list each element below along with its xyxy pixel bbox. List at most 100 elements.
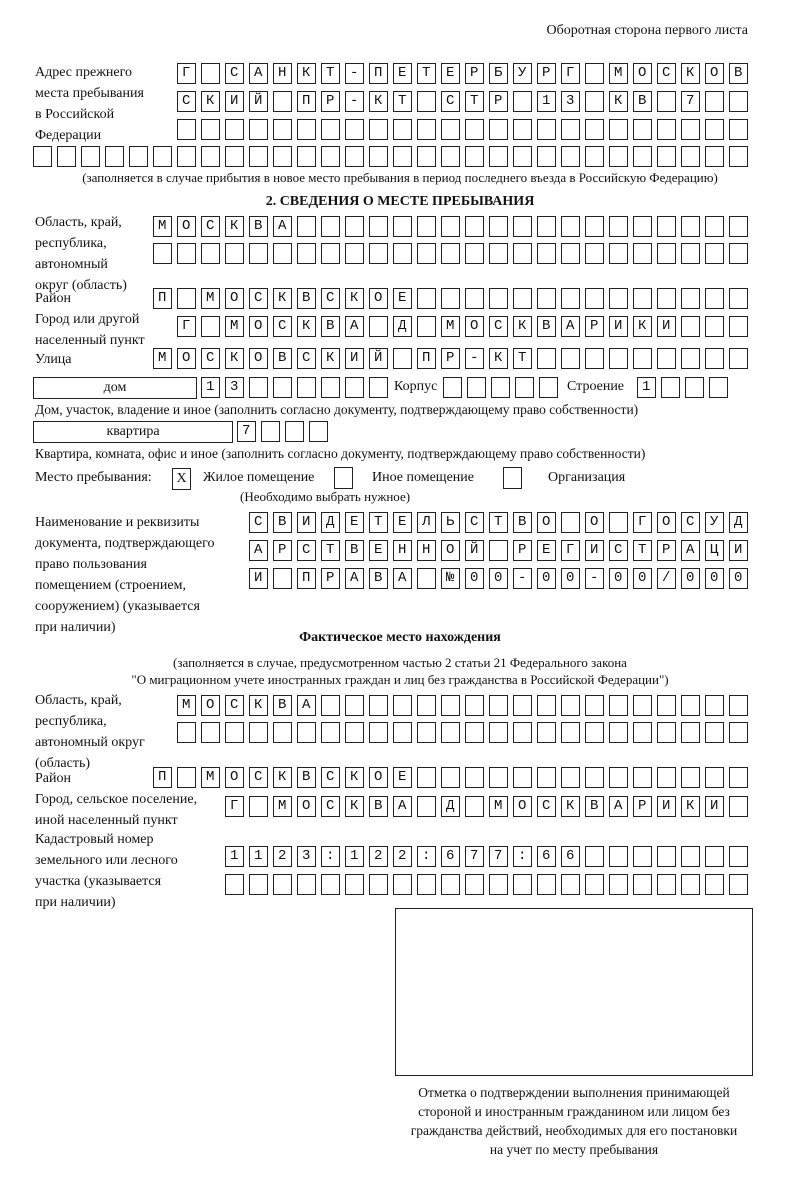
- char-cell[interactable]: [539, 377, 558, 398]
- char-cell[interactable]: [489, 540, 508, 561]
- char-cell[interactable]: [393, 540, 412, 561]
- char-cell[interactable]: [537, 288, 556, 309]
- char-cell[interactable]: [465, 767, 484, 788]
- char-cell[interactable]: [561, 695, 580, 716]
- char-cell[interactable]: [465, 91, 484, 112]
- char-cell[interactable]: [705, 874, 724, 895]
- char-cell[interactable]: [633, 695, 652, 716]
- char-cell[interactable]: [729, 119, 748, 140]
- char-cell[interactable]: [585, 722, 604, 743]
- char-cell[interactable]: [369, 119, 388, 140]
- char-cell[interactable]: [417, 767, 436, 788]
- char-cell[interactable]: [489, 568, 508, 589]
- char-cell[interactable]: [681, 568, 700, 589]
- char-cell[interactable]: [489, 63, 508, 84]
- char-cell[interactable]: [609, 568, 628, 589]
- char-cell[interactable]: [585, 695, 604, 716]
- char-cell[interactable]: [417, 288, 436, 309]
- char-cell[interactable]: [633, 348, 652, 369]
- char-cell[interactable]: [129, 146, 148, 167]
- char-cell[interactable]: [537, 316, 556, 337]
- char-cell[interactable]: [537, 63, 556, 84]
- char-cell[interactable]: [273, 722, 292, 743]
- char-cell[interactable]: [201, 722, 220, 743]
- char-cell[interactable]: [537, 568, 556, 589]
- char-cell[interactable]: [285, 421, 304, 442]
- char-cell[interactable]: [441, 243, 460, 264]
- char-cell[interactable]: [345, 146, 364, 167]
- char-cell[interactable]: [153, 146, 172, 167]
- char-cell[interactable]: [513, 874, 532, 895]
- char-cell[interactable]: [393, 316, 412, 337]
- char-cell[interactable]: [729, 146, 748, 167]
- char-cell[interactable]: [657, 119, 676, 140]
- char-cell[interactable]: [681, 767, 700, 788]
- char-cell[interactable]: [417, 568, 436, 589]
- char-cell[interactable]: [345, 288, 364, 309]
- char-cell[interactable]: [513, 722, 532, 743]
- char-cell[interactable]: [709, 377, 728, 398]
- char-cell[interactable]: [661, 377, 680, 398]
- char-cell[interactable]: [309, 421, 328, 442]
- char-cell[interactable]: [201, 288, 220, 309]
- char-cell[interactable]: [561, 512, 580, 533]
- char-cell[interactable]: [297, 722, 316, 743]
- char-cell[interactable]: [369, 91, 388, 112]
- char-cell[interactable]: [297, 288, 316, 309]
- char-cell[interactable]: [201, 146, 220, 167]
- char-cell[interactable]: [585, 348, 604, 369]
- char-cell[interactable]: [297, 348, 316, 369]
- char-cell[interactable]: [249, 316, 268, 337]
- char-cell[interactable]: [441, 119, 460, 140]
- char-cell[interactable]: [297, 874, 316, 895]
- char-cell[interactable]: [369, 243, 388, 264]
- char-cell[interactable]: [273, 540, 292, 561]
- char-cell[interactable]: [515, 377, 534, 398]
- char-cell[interactable]: [57, 146, 76, 167]
- char-cell[interactable]: [705, 316, 724, 337]
- char-cell[interactable]: [561, 846, 580, 867]
- char-cell[interactable]: [225, 846, 244, 867]
- char-cell[interactable]: [729, 63, 748, 84]
- char-cell[interactable]: [443, 377, 462, 398]
- char-cell[interactable]: [345, 243, 364, 264]
- char-cell[interactable]: [393, 568, 412, 589]
- char-cell[interactable]: [705, 767, 724, 788]
- char-cell[interactable]: [249, 874, 268, 895]
- char-cell[interactable]: [609, 119, 628, 140]
- char-cell[interactable]: [237, 421, 256, 442]
- char-cell[interactable]: [417, 91, 436, 112]
- char-cell[interactable]: [297, 316, 316, 337]
- char-cell[interactable]: [393, 348, 412, 369]
- char-cell[interactable]: [345, 796, 364, 817]
- char-cell[interactable]: [393, 767, 412, 788]
- char-cell[interactable]: [537, 91, 556, 112]
- char-cell[interactable]: [345, 316, 364, 337]
- char-cell[interactable]: [177, 288, 196, 309]
- char-cell[interactable]: [561, 796, 580, 817]
- char-cell[interactable]: [393, 512, 412, 533]
- char-cell[interactable]: [249, 540, 268, 561]
- char-cell[interactable]: [345, 722, 364, 743]
- char-cell[interactable]: [537, 216, 556, 237]
- char-cell[interactable]: [225, 695, 244, 716]
- char-cell[interactable]: [201, 119, 220, 140]
- char-cell[interactable]: [705, 722, 724, 743]
- char-cell[interactable]: [465, 512, 484, 533]
- char-cell[interactable]: [585, 796, 604, 817]
- char-cell[interactable]: [561, 540, 580, 561]
- char-cell[interactable]: [177, 119, 196, 140]
- char-cell[interactable]: [705, 119, 724, 140]
- char-cell[interactable]: [417, 846, 436, 867]
- char-cell[interactable]: [585, 63, 604, 84]
- char-cell[interactable]: [585, 568, 604, 589]
- char-cell[interactable]: [225, 377, 244, 398]
- char-cell[interactable]: [417, 216, 436, 237]
- char-cell[interactable]: [681, 119, 700, 140]
- char-cell[interactable]: [369, 216, 388, 237]
- char-cell[interactable]: [657, 767, 676, 788]
- char-cell[interactable]: [489, 316, 508, 337]
- char-cell[interactable]: [705, 695, 724, 716]
- char-cell[interactable]: [465, 695, 484, 716]
- char-cell[interactable]: [297, 243, 316, 264]
